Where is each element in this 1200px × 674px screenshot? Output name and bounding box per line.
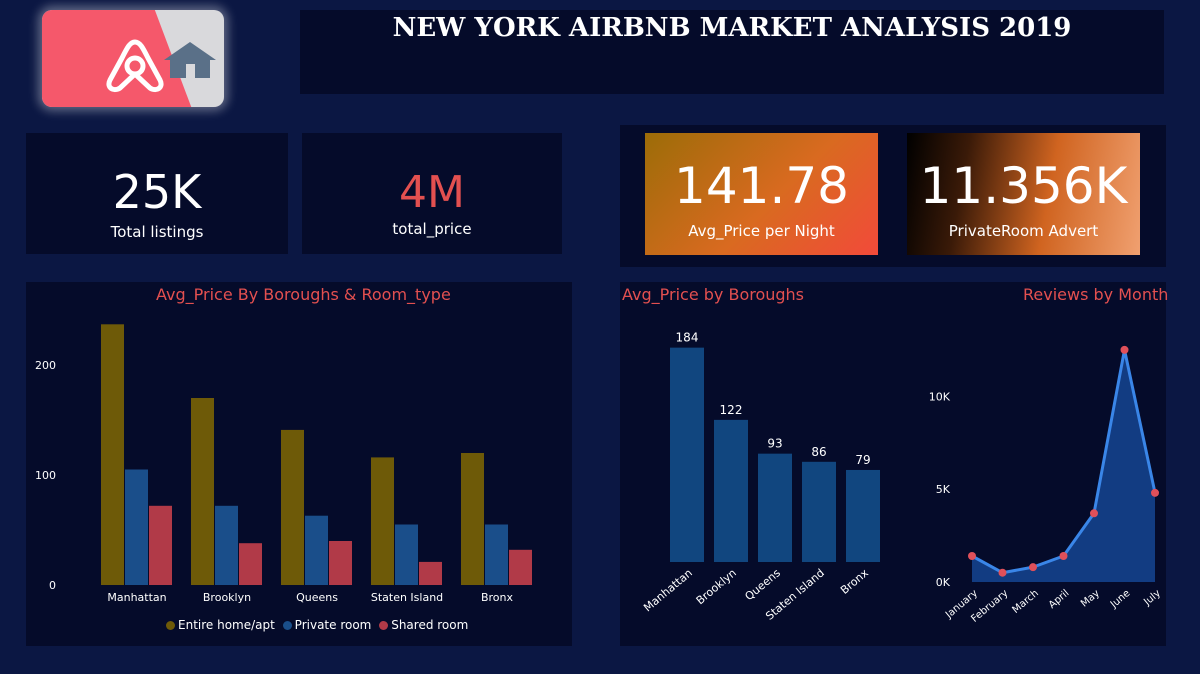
chart1-title: Avg_Price By Boroughs & Room_type [156,285,451,304]
chart1-panel: Avg_Price By Boroughs & Room_type 0 100 20… [26,282,572,646]
chart1-bar [149,505,172,585]
chart2-bar [714,419,748,562]
chart3-point [968,552,976,560]
chart3-title: Reviews by Month [1023,285,1169,304]
chart1-xtick: Staten Island [371,591,443,604]
home-icon [164,42,216,78]
chart3-ytick: 10K [929,390,951,403]
chart1-bar [305,515,328,585]
chart3-point [1059,552,1068,560]
kpi-total-listings: 25K Total listings [26,133,288,254]
kpi-total-listings-label: Total listings [110,223,204,241]
chart1-bar [239,543,262,585]
chart1-bar [419,561,442,585]
legend-dot-entire [166,621,175,630]
chart1-xtick: Bronx [481,591,514,604]
kpi-total-price-value: 4M [399,167,465,218]
chart3-xtick: July [1141,588,1163,609]
chart2-data-label: 184 [676,331,699,345]
chart3-xtick: June [1108,588,1133,611]
chart2-bar [846,469,880,562]
chart1-xtick: Brooklyn [203,591,251,604]
legend-dot-shared [379,621,389,630]
kpi-private-room: 11.356K PrivateRoom Advert [907,133,1140,255]
chart3-xtick: May [1079,588,1102,610]
legend-label-private: Private room [294,618,372,632]
chart3-point [1090,509,1098,518]
chart1-ytick: 200 [35,359,56,372]
chart1-bar [371,457,394,585]
kpi-avg-price: 141.78 Avg_Price per Night [645,133,878,255]
kpi-avg-price-value: 141.78 [674,157,849,215]
chart1-xtick: Queens [296,591,338,604]
legend-dot-private [282,621,292,630]
chart1-bar [191,398,214,585]
chart1-bar [395,524,418,585]
kpi-total-price-label: total_price [392,220,472,238]
chart1-bar [215,505,238,585]
kpi-total-listings-value: 25K [112,165,202,219]
chart1-xtick: Manhattan [107,591,166,604]
page-title: NEW YORK AIRBNB MARKET ANALYSIS 2019 [392,13,1072,43]
chart1-bar [461,453,484,585]
logo-box [42,10,224,107]
chart1-svg: 0 100 200 Manhattan Brooklyn Queens Staten Isl… [35,324,532,604]
chart2-xtick: Manhattan [641,566,695,614]
title-panel: NEW YORK AIRBNB MARKET ANALYSIS 2019 [300,10,1164,94]
legend-label-entire: Entire home/apt [178,618,275,632]
legend-label-shared: Shared room [391,618,469,632]
airbnb-logo-icon [106,39,164,93]
kpi-total-price: 4M total_price [302,133,562,254]
chart1-bar [485,524,508,585]
chart2-data-label: 86 [811,445,826,459]
chart1-ytick: 100 [35,469,56,482]
chart3-ytick: 0K [936,576,951,589]
chart2-xtick: Bronx [838,566,871,597]
chart3-panel: Reviews by Month 0K 5K 10K January February M… [910,282,1169,646]
chart3-xtick: March [1011,588,1041,616]
chart3-ytick: 5K [936,483,951,496]
chart2-bar [802,461,836,562]
chart2-svg: 184Manhattan122Brooklyn93Queens86Staten … [641,331,880,623]
chart2-data-label: 93 [767,437,782,451]
chart1-bar [125,469,148,585]
chart1-bar [329,541,352,585]
kpi-private-room-label: PrivateRoom Advert [948,222,1099,240]
chart1-bar [101,324,124,585]
chart2-bar [670,347,704,562]
chart2-data-label: 122 [720,403,743,417]
chart3-point [1120,345,1129,354]
chart3-point [1151,488,1159,497]
chart2-bar [758,453,792,562]
chart3-area [972,349,1155,582]
chart2-title: Avg_Price by Boroughs [622,285,805,304]
chart2-panel: Avg_Price by Boroughs 184 Manhattan 122 Bro… [620,282,910,646]
chart3-point [998,568,1007,577]
chart1-ytick: 0 [49,579,56,592]
chart3-xtick: April [1047,588,1072,611]
kpi-avg-price-label: Avg_Price per Night [688,222,835,240]
chart1-bar [281,429,304,585]
chart1-bar [509,549,532,585]
chart3-point [1029,563,1037,572]
chart2-xtick: Brooklyn [694,566,739,607]
kpi-private-room-value: 11.356K [919,157,1128,215]
chart2-xtick: Queens [742,566,783,603]
chart1-legend: Entire home/apt Private room Shared room [166,618,468,632]
chart2-data-label: 79 [855,453,870,467]
